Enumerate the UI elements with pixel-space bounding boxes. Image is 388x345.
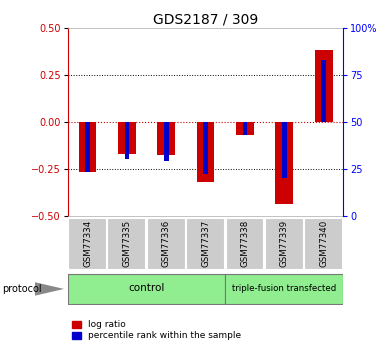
Bar: [107, 218, 146, 270]
Bar: [164, 121, 169, 161]
Bar: [242, 121, 248, 135]
Bar: [315, 50, 333, 121]
Text: triple-fusion transfected: triple-fusion transfected: [232, 284, 336, 293]
Text: GSM77334: GSM77334: [83, 219, 92, 267]
Text: GSM77340: GSM77340: [319, 219, 328, 267]
Bar: [125, 121, 129, 159]
Bar: [118, 121, 136, 154]
Polygon shape: [35, 282, 64, 296]
Bar: [203, 121, 208, 174]
Text: GSM77339: GSM77339: [280, 219, 289, 267]
Bar: [304, 218, 343, 270]
Bar: [265, 218, 304, 270]
Title: GDS2187 / 309: GDS2187 / 309: [153, 12, 258, 27]
Bar: [79, 121, 97, 172]
Bar: [85, 121, 90, 172]
Text: GSM77337: GSM77337: [201, 219, 210, 267]
Bar: [68, 218, 107, 270]
Bar: [236, 121, 254, 135]
Bar: [275, 121, 293, 204]
Bar: [225, 274, 343, 304]
Text: GSM77338: GSM77338: [241, 219, 249, 267]
Text: GSM77336: GSM77336: [162, 219, 171, 267]
Text: control: control: [128, 283, 165, 293]
Bar: [321, 60, 326, 121]
Bar: [147, 218, 186, 270]
Bar: [225, 218, 265, 270]
Text: protocol: protocol: [2, 284, 42, 294]
Bar: [186, 218, 225, 270]
Bar: [158, 121, 175, 155]
Legend: log ratio, percentile rank within the sample: log ratio, percentile rank within the sa…: [73, 320, 241, 341]
Bar: [68, 274, 225, 304]
Bar: [197, 121, 215, 182]
Text: GSM77335: GSM77335: [123, 219, 132, 267]
Bar: [282, 121, 287, 178]
